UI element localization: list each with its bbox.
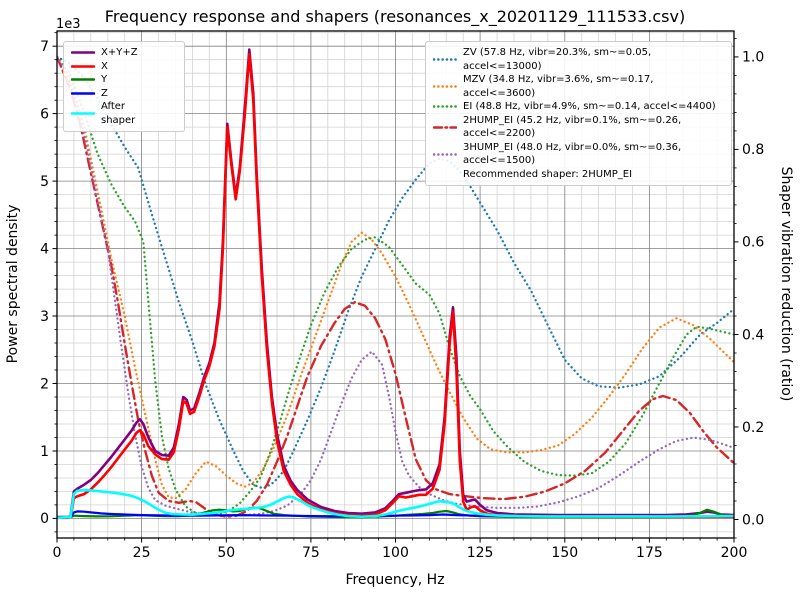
- legend-line-swatch-icon: [433, 125, 457, 129]
- y-right-axis-label: Shaper vibration reduction (ratio): [778, 167, 794, 402]
- legend-label: After shaper: [101, 101, 136, 126]
- legend-label: 2HUMP_EI (45.2 Hz, vibr=0.1%, sm~=0.26, …: [463, 114, 682, 140]
- y-left-tick-label: 4: [40, 241, 49, 257]
- legend-label: MZV (34.8 Hz, vibr=3.6%, sm~=0.17, accel…: [463, 74, 654, 99]
- legend-line-swatch-icon: [71, 92, 95, 95]
- y-right-tick-label: 0.6: [742, 235, 764, 251]
- legend-item: EI (48.8 Hz, vibr=4.9%, sm~=0.14, accel<…: [433, 100, 724, 114]
- y-left-tick-label: 7: [40, 39, 49, 55]
- y-left-tick-label: 1: [40, 444, 49, 460]
- x-tick-label: 25: [133, 545, 151, 561]
- x-tick-label: 100: [382, 545, 409, 561]
- legend-item: ZV (57.8 Hz, vibr=20.3%, sm~=0.05, accel…: [433, 46, 724, 73]
- x-tick-label: 75: [302, 545, 320, 561]
- legend-item: Z: [71, 87, 177, 101]
- legend-line-swatch-icon: [71, 78, 95, 81]
- recommended-shaper-note: Recommended shaper: 2HUMP_EI: [463, 168, 633, 180]
- series-zv: [57, 55, 734, 490]
- legend-item: MZV (34.8 Hz, vibr=3.6%, sm~=0.17, accel…: [433, 73, 724, 100]
- tick-labels: 0 25 50 75 100 125 150 175 200 0 1 2 3 4 5 6 7 0.0 0.2 0.4 0…: [40, 39, 764, 561]
- legend-line-swatch-icon: [71, 112, 95, 115]
- y-right-tick-label: 0.0: [742, 512, 764, 528]
- x-tick-label: 200: [721, 545, 748, 561]
- legend-label: Y: [101, 74, 108, 85]
- legend-label: ZV (57.8 Hz, vibr=20.3%, sm~=0.05, accel…: [463, 47, 652, 72]
- legend-item: 2HUMP_EI (45.2 Hz, vibr=0.1%, sm~=0.26, …: [433, 114, 724, 141]
- series-x: [57, 53, 734, 520]
- legend-line-swatch-icon: [433, 105, 457, 108]
- y-right-tick-label: 0.8: [742, 142, 764, 158]
- series-2hump-ei: [57, 55, 734, 518]
- legend-label: EI (48.8 Hz, vibr=4.9%, sm~=0.14, accel<…: [463, 101, 716, 112]
- y-left-axis-label: Power spectral density: [5, 205, 21, 364]
- x-tick-label: 125: [467, 545, 494, 561]
- y-right-tick-label: 0.2: [742, 420, 764, 436]
- legend-item: After shaper: [71, 100, 177, 127]
- y-left-tick-label: 2: [40, 376, 49, 392]
- legend-line-swatch-icon: [433, 58, 457, 61]
- legend-line-swatch-icon: [433, 152, 457, 156]
- y-right-tick-label: 1.0: [742, 50, 764, 66]
- legend-label: 3HUMP_EI (48.0 Hz, vibr=0.0%, sm~=0.36, …: [463, 141, 682, 167]
- legend-label: X: [101, 60, 108, 72]
- legend-item: X: [71, 60, 177, 74]
- legend-item: Y: [71, 73, 177, 87]
- x-axis-label: Frequency, Hz: [345, 572, 444, 588]
- legend-item: 3HUMP_EI (48.0 Hz, vibr=0.0%, sm~=0.36, …: [433, 141, 724, 168]
- legend-item: X+Y+Z: [71, 46, 177, 60]
- series-after-shaper: [57, 488, 734, 520]
- y-left-offset-label: 1e3: [56, 17, 81, 32]
- legend-line-swatch-icon: [71, 51, 95, 54]
- legend-line-swatch-icon: [433, 85, 457, 88]
- chart-title: Frequency response and shapers (resonanc…: [105, 7, 685, 27]
- shaper-legend: ZV (57.8 Hz, vibr=20.3%, sm~=0.05, accel…: [425, 41, 732, 186]
- y-left-tick-label: 3: [40, 309, 49, 325]
- series-mzv: [57, 55, 734, 500]
- y-left-tick-label: 6: [40, 106, 49, 122]
- y-left-tick-label: 5: [40, 174, 49, 190]
- x-tick-label: 175: [636, 545, 663, 561]
- legend-line-swatch-icon: [71, 65, 95, 68]
- legend-note-spacer: [433, 174, 457, 175]
- series-3hump-ei: [57, 55, 734, 517]
- y-right-tick-label: 0.4: [742, 327, 764, 343]
- legend-note-row: Recommended shaper: 2HUMP_EI: [433, 168, 724, 182]
- x-tick-label: 50: [217, 545, 235, 561]
- legend-label: Z: [101, 87, 108, 99]
- data-curves: [57, 48, 734, 520]
- legend-label: X+Y+Z: [101, 47, 138, 58]
- psd-legend: X+Y+Z X Y Z After shaper: [63, 41, 185, 132]
- y-left-tick-label: 0: [40, 511, 49, 527]
- x-tick-label: 150: [551, 545, 578, 561]
- x-tick-label: 0: [53, 545, 62, 561]
- tick-marks: [52, 32, 739, 543]
